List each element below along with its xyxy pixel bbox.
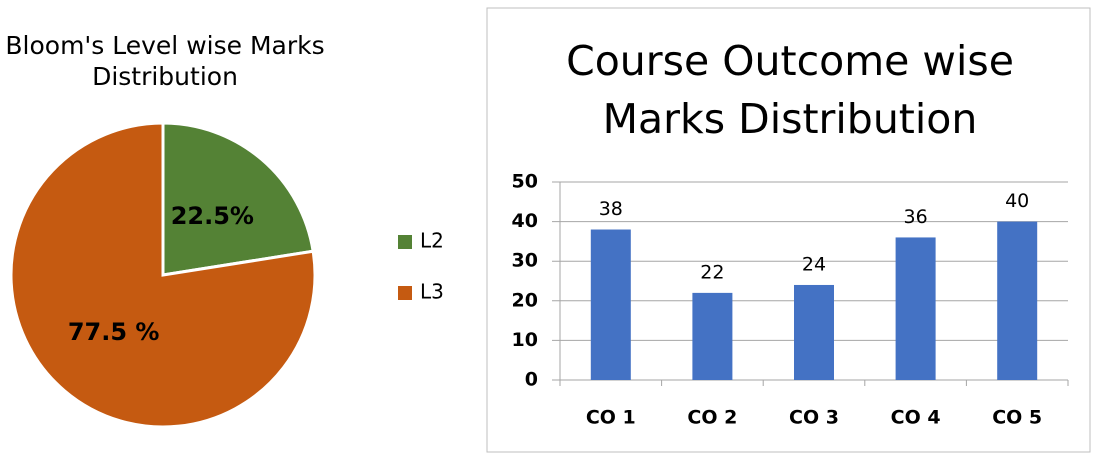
x-tick-label: CO 5 — [992, 407, 1042, 429]
data-label: 24 — [802, 253, 826, 275]
chart-frame — [486, 7, 1091, 453]
x-tick-label: CO 1 — [586, 407, 636, 429]
legend-swatch — [398, 286, 412, 300]
bar — [794, 284, 834, 380]
bar — [692, 292, 733, 380]
x-tick-label: CO 2 — [687, 407, 737, 429]
pie-label: 77.5 % — [68, 318, 160, 346]
y-tick-label: 20 — [512, 289, 538, 311]
y-tick-label: 30 — [512, 250, 538, 272]
bar — [997, 221, 1038, 380]
x-tick-label: CO 4 — [891, 407, 941, 429]
pie-slice — [9, 121, 317, 429]
legend-swatch — [398, 235, 412, 249]
legend-label: L3 — [420, 280, 444, 304]
legend-label: L2 — [420, 229, 444, 253]
data-label: 40 — [1005, 190, 1029, 212]
y-tick-label: 10 — [512, 329, 538, 351]
data-label: 22 — [700, 261, 724, 283]
pie-slice — [161, 121, 315, 277]
bar — [895, 237, 936, 380]
y-tick-label: 40 — [512, 210, 538, 232]
pie-title: Bloom's Level wise Marks Distribution — [5, 31, 325, 92]
pie-label: 22.5% — [171, 202, 254, 230]
data-label: 36 — [904, 206, 928, 228]
y-tick-label: 50 — [512, 171, 538, 193]
bar-title: Course Outcome wise Marks Distribution — [566, 37, 1014, 143]
bar — [590, 229, 631, 380]
data-label: 38 — [599, 198, 623, 220]
x-tick-label: CO 3 — [789, 407, 839, 429]
y-tick-label: 0 — [525, 369, 538, 391]
